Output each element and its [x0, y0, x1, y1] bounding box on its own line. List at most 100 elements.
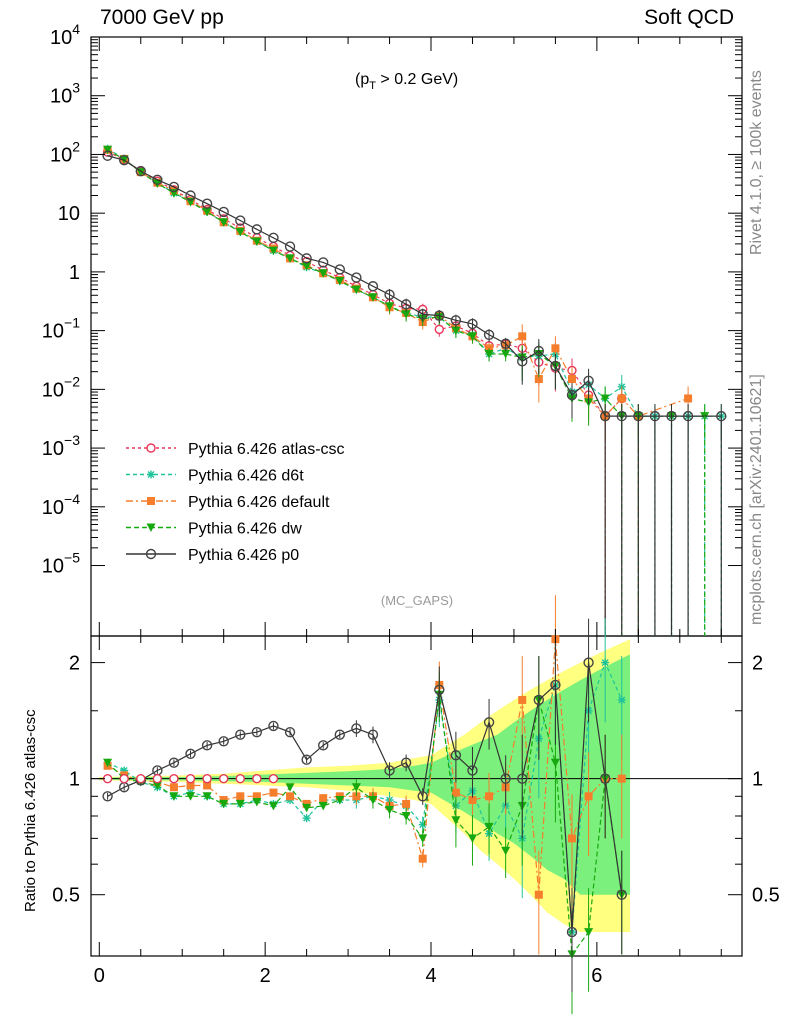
data-point — [118, 154, 130, 166]
ratio-uncertainty-band — [99, 639, 631, 933]
y-tick-label: 10−5 — [42, 550, 80, 578]
data-point — [285, 254, 295, 263]
data-point — [269, 788, 278, 797]
data-point — [319, 794, 328, 803]
data-point — [584, 792, 593, 801]
series-line — [107, 149, 689, 418]
analysis-label: (MC_GAPS) — [381, 593, 453, 608]
data-point — [286, 792, 295, 801]
data-point — [418, 834, 428, 843]
data-point — [533, 345, 545, 357]
data-point — [368, 293, 378, 302]
data-point — [617, 774, 626, 783]
ratio-y-tick-label-right: 2 — [752, 653, 763, 675]
data-point — [601, 658, 610, 667]
ratio-y-tick-label: 0.5 — [52, 885, 80, 907]
data-point — [351, 285, 361, 295]
data-point — [533, 694, 545, 706]
data-point — [302, 814, 311, 823]
data-point — [301, 754, 312, 765]
legend-marker — [145, 548, 157, 560]
data-point — [467, 765, 478, 776]
data-point — [368, 796, 378, 805]
data-point — [236, 792, 245, 801]
data-point — [103, 758, 113, 768]
data-point — [534, 890, 543, 899]
data-point — [235, 799, 245, 809]
data-point — [417, 309, 428, 320]
data-point — [103, 145, 113, 155]
ratio-reference-point — [185, 773, 196, 784]
y-tick-label: 103 — [50, 80, 80, 108]
data-point — [566, 926, 578, 938]
data-point — [251, 726, 263, 738]
data-point — [351, 272, 362, 283]
data-point — [302, 262, 312, 271]
data-point — [584, 928, 594, 937]
ratio-reference-point — [119, 773, 129, 784]
ratio-y-tick-label-right: 1 — [752, 769, 763, 791]
data-point — [566, 389, 578, 401]
data-point — [617, 394, 626, 403]
data-point — [401, 812, 411, 821]
data-point — [202, 207, 212, 217]
legend-item: Pythia 6.426 default — [126, 494, 330, 511]
data-point — [583, 375, 594, 386]
data-point — [600, 394, 610, 403]
data-point — [219, 799, 229, 809]
legend-item: Pythia 6.426 dw — [126, 521, 302, 538]
legend-marker — [146, 523, 156, 532]
data-point — [169, 783, 178, 792]
data-point — [334, 264, 345, 275]
legend-marker — [146, 443, 156, 453]
series-d6t — [103, 144, 726, 440]
y-tick-label: 10−4 — [42, 491, 80, 519]
legend-label: Pythia 6.426 dw — [188, 521, 302, 538]
data-point — [102, 150, 113, 161]
data-point — [335, 276, 345, 286]
legend-marker — [147, 470, 155, 479]
ratio-reference-point — [235, 773, 245, 784]
data-point — [384, 765, 395, 776]
data-point — [252, 797, 262, 807]
legend-label: Pythia 6.426 atlas-csc — [188, 441, 345, 458]
data-point — [301, 253, 312, 264]
data-point — [218, 736, 229, 747]
data-point — [451, 326, 461, 336]
data-point — [500, 773, 511, 784]
data-point — [467, 332, 477, 341]
series-line — [107, 694, 623, 957]
data-point — [400, 757, 412, 768]
data-point — [484, 349, 494, 359]
ratio-reference-point — [252, 773, 262, 784]
series-line — [107, 149, 705, 417]
data-point — [450, 315, 462, 326]
ratio-reference-point — [136, 773, 146, 784]
y-tick-label: 10−3 — [42, 432, 80, 460]
legend-item: Pythia 6.426 p0 — [126, 547, 299, 564]
data-point — [268, 246, 278, 256]
y-tick-label: 10−1 — [42, 315, 80, 343]
data-point — [467, 318, 478, 330]
data-point — [202, 792, 212, 801]
star-stroke — [147, 471, 155, 478]
legend-label: Pythia 6.426 d6t — [188, 468, 304, 485]
data-point — [402, 799, 411, 808]
ratio-reference-point — [202, 773, 212, 784]
ratio-reference-point — [152, 773, 163, 784]
data-point — [252, 237, 262, 246]
data-point — [186, 781, 195, 790]
data-point — [468, 796, 477, 805]
legend: Pythia 6.426 atlas-csc Pythia 6.426 d6t Py… — [126, 441, 345, 564]
data-point — [451, 788, 460, 797]
data-point — [186, 792, 196, 801]
data-point — [219, 218, 229, 227]
series-line — [107, 148, 722, 417]
y-tick-label: 104 — [50, 21, 80, 49]
data-point — [352, 792, 361, 801]
data-point — [351, 783, 361, 792]
data-point — [168, 181, 180, 193]
data-point — [451, 816, 461, 825]
series-line — [107, 662, 623, 933]
